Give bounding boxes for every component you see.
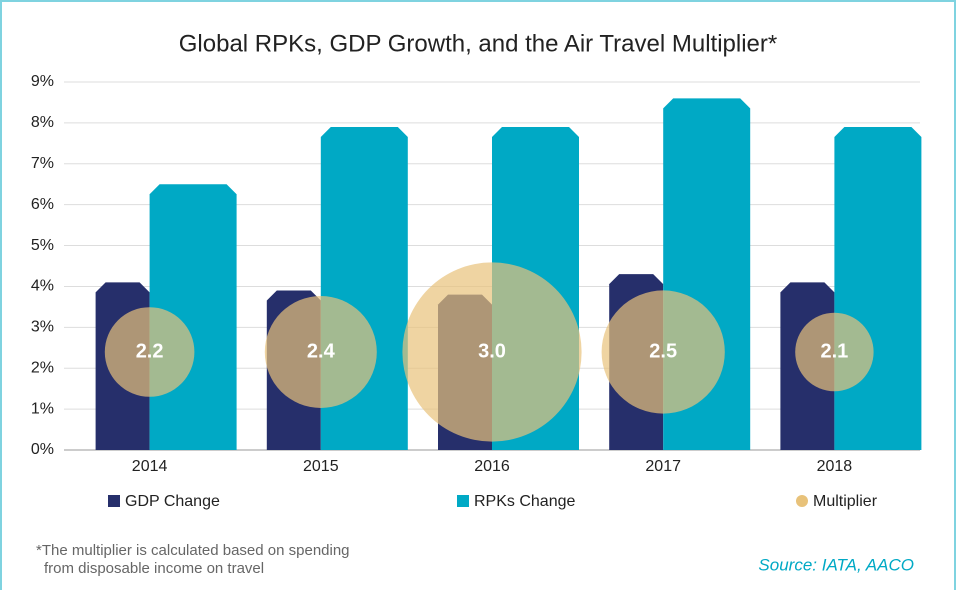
x-tick-label: 2015 <box>303 458 339 475</box>
data-label: 2.1 <box>820 340 848 362</box>
legend-swatch <box>457 495 469 507</box>
x-tick-label: 2017 <box>645 458 681 475</box>
y-tick-label: 1% <box>31 400 54 417</box>
bar <box>834 126 922 450</box>
bubble <box>402 262 582 442</box>
y-tick-label: 3% <box>31 319 54 336</box>
bubble <box>264 296 377 408</box>
y-tick-label: 0% <box>31 441 54 458</box>
y-tick-label: 8% <box>31 114 54 131</box>
y-tick-label: 7% <box>31 155 54 172</box>
legend-label: Multiplier <box>813 493 878 510</box>
y-tick-label: 6% <box>31 196 54 213</box>
legend-swatch <box>108 495 120 507</box>
legend-swatch <box>796 495 808 507</box>
x-tick-label: 2014 <box>132 458 168 475</box>
data-label: 2.4 <box>307 340 336 362</box>
source: Source: IATA, AACO <box>758 555 914 574</box>
footnote: *The multiplier is calculated based on s… <box>36 542 350 559</box>
x-tick-label: 2018 <box>817 458 853 475</box>
data-label: 2.5 <box>649 340 677 362</box>
legend-label: GDP Change <box>125 493 220 510</box>
bubble <box>795 312 874 392</box>
data-label: 3.0 <box>478 340 506 362</box>
y-tick-label: 2% <box>31 359 54 376</box>
y-tick-label: 9% <box>31 73 54 90</box>
x-tick-label: 2016 <box>474 458 510 475</box>
chart-title: Global RPKs, GDP Growth, and the Air Tra… <box>179 30 777 57</box>
bubble <box>601 290 725 414</box>
bubble <box>104 307 195 397</box>
data-label: 2.2 <box>136 340 164 362</box>
y-tick-label: 4% <box>31 278 54 295</box>
legend-label: RPKs Change <box>474 493 575 510</box>
footnote: from disposable income on travel <box>44 560 264 577</box>
y-tick-label: 5% <box>31 237 54 254</box>
